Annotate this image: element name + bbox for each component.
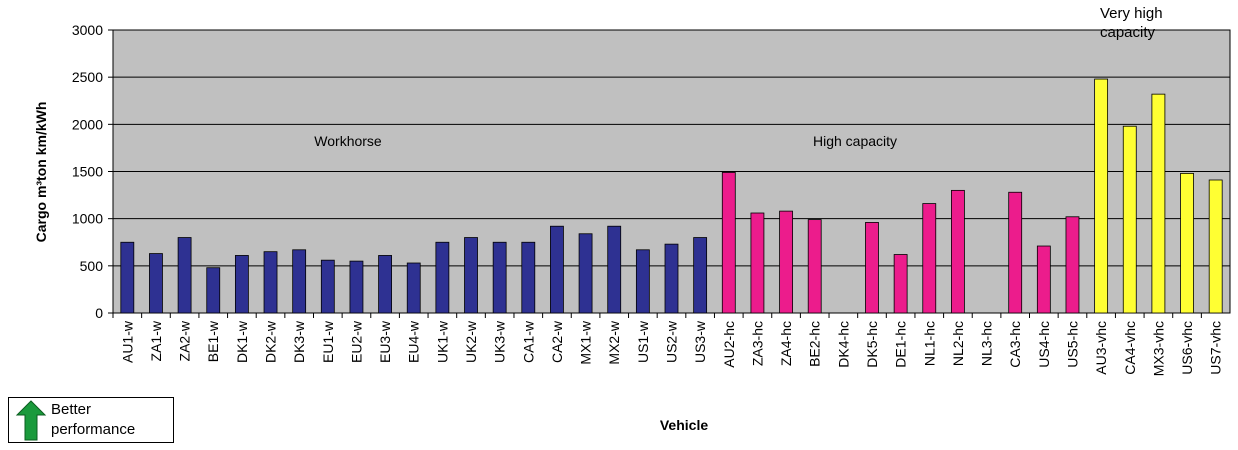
x-tick-label: AU3-vhc (1093, 321, 1109, 375)
x-tick-label: NL3-hc (979, 321, 995, 366)
y-tick-label: 3000 (72, 22, 103, 38)
y-tick-label: 1000 (72, 211, 103, 227)
bar (521, 241, 536, 314)
x-tick-label: US3-w (692, 320, 708, 363)
x-tick-label: US4-hc (1036, 321, 1052, 368)
y-tick-label: 500 (80, 258, 104, 274)
x-tick-label: AU1-w (119, 320, 135, 363)
x-tick-label: EU3-w (377, 320, 393, 363)
x-tick-label: AU2-hc (721, 321, 737, 368)
x-axis-label: Vehicle (660, 417, 708, 433)
x-tick-label: DE1-hc (893, 321, 909, 368)
bar (1122, 125, 1137, 314)
bar (320, 259, 335, 314)
x-tick-label: MX2-w (606, 320, 622, 364)
bar (922, 203, 937, 314)
bar (550, 225, 564, 314)
group-label: Workhorse (314, 133, 382, 149)
bar (750, 212, 765, 314)
bar (464, 237, 478, 314)
x-tick-label: US6-vhc (1179, 321, 1195, 375)
x-tick-label: UK3-w (492, 320, 508, 363)
bar (721, 172, 736, 314)
bar (607, 225, 622, 314)
bar (779, 210, 793, 314)
x-tick-label: US1-w (635, 320, 651, 363)
bar (1208, 179, 1223, 314)
x-tick-label: CA4-vhc (1122, 321, 1138, 375)
bar (406, 262, 421, 314)
x-tick-label: MX3-vhc (1150, 321, 1166, 376)
x-tick-label: EU4-w (406, 320, 422, 363)
x-tick-label: ZA1-w (148, 320, 164, 361)
x-tick-label: ZA4-hc (778, 321, 794, 366)
bar (349, 260, 364, 314)
y-tick-label: 0 (95, 305, 103, 321)
bar (1151, 93, 1166, 314)
x-tick-label: UK1-w (434, 320, 450, 363)
bar (177, 237, 192, 314)
x-tick-label: DK4-hc (835, 321, 851, 368)
bar (865, 222, 879, 314)
bar (693, 237, 708, 314)
x-tick-label: CA3-hc (1007, 321, 1023, 368)
bar (292, 249, 307, 314)
bar (578, 233, 593, 314)
x-tick-label: UK2-w (463, 320, 479, 363)
x-tick-label: BE2-hc (807, 321, 823, 367)
bar (435, 241, 450, 314)
bar (664, 243, 679, 314)
x-tick-label: CA2-w (549, 320, 565, 363)
x-tick-label: DK3-w (291, 320, 307, 363)
arrow-icon (15, 400, 47, 441)
bar (492, 241, 507, 314)
y-axis-label: Cargo m³ton km/kWh (33, 102, 49, 243)
x-tick-label: EU1-w (320, 320, 336, 363)
x-tick-label: ZA3-hc (749, 321, 765, 366)
bar (893, 254, 908, 314)
x-tick-label: NL1-hc (921, 321, 937, 366)
group-label: High capacity (813, 133, 897, 149)
note-box: Better performance (8, 397, 174, 443)
bar (263, 251, 278, 314)
y-tick-label: 2500 (72, 69, 103, 85)
x-tick-label: BE1-w (205, 320, 221, 362)
bar (1036, 245, 1051, 314)
x-tick-label: DK2-w (263, 320, 279, 363)
bar (1065, 216, 1080, 314)
bar (120, 241, 135, 314)
x-tick-label: DK1-w (234, 320, 250, 363)
bar (234, 255, 249, 314)
bar (1094, 78, 1109, 314)
x-tick-label: DK5-hc (864, 321, 880, 368)
x-tick-label: MX1-w (578, 320, 594, 364)
x-tick-label: ZA2-w (177, 320, 193, 361)
x-tick-label: US5-hc (1064, 321, 1080, 368)
x-tick-label: CA1-w (520, 320, 536, 363)
bar (206, 267, 221, 314)
bar (951, 189, 965, 314)
bar (1008, 191, 1023, 314)
group-label: Very high capacity (1100, 5, 1163, 41)
bar (1180, 172, 1194, 314)
bar (149, 253, 163, 314)
note-text: Better performance (51, 401, 136, 438)
x-tick-label: NL2-hc (950, 321, 966, 366)
bar (378, 255, 392, 314)
bar (807, 219, 822, 314)
bar (635, 249, 650, 314)
x-tick-label: EU2-w (348, 320, 364, 363)
y-tick-label: 1500 (72, 164, 103, 180)
x-tick-label: US2-w (664, 320, 680, 363)
y-tick-label: 2000 (72, 116, 103, 132)
x-tick-label: US7-vhc (1208, 321, 1224, 375)
